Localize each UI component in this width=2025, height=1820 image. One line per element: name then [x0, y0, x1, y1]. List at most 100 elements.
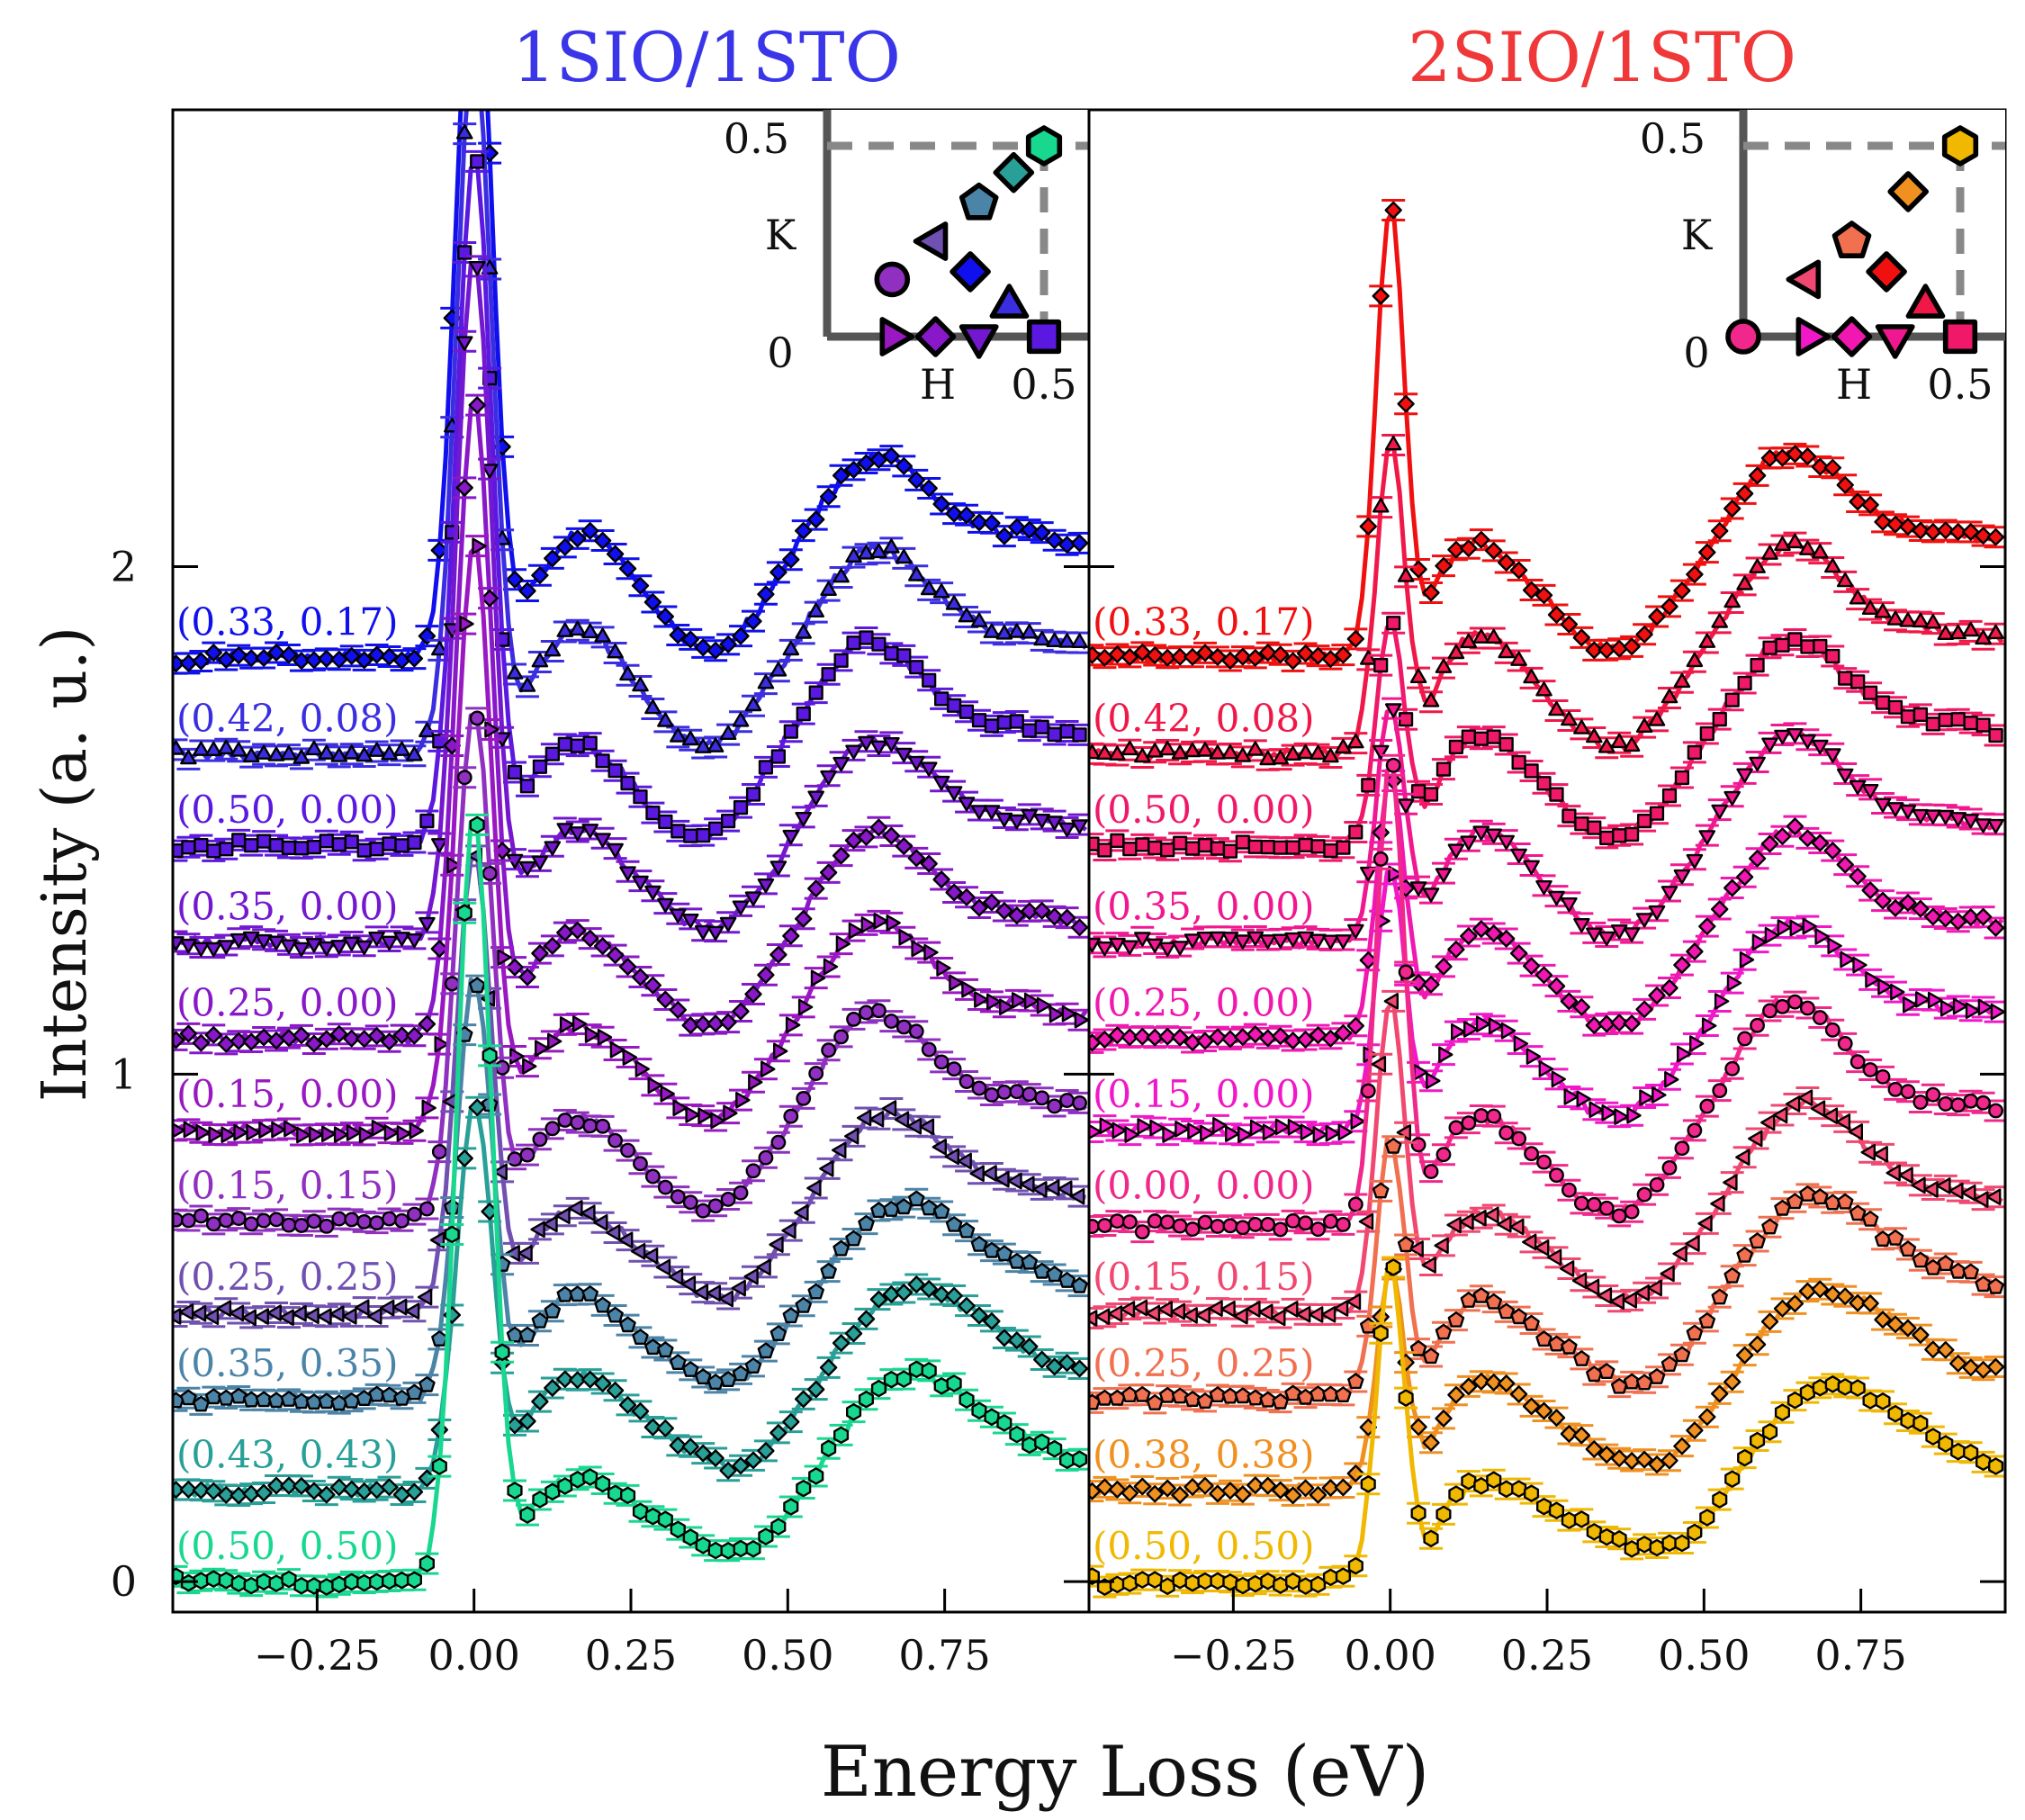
data-point — [832, 466, 850, 484]
data-point — [1385, 757, 1401, 773]
data-point — [783, 1108, 799, 1124]
data-point — [1875, 1068, 1891, 1085]
data-point — [606, 1224, 621, 1241]
data-point — [745, 787, 761, 802]
inset-point — [989, 284, 1030, 319]
data-point — [1849, 868, 1867, 886]
data-point — [556, 1370, 574, 1388]
data-point — [1511, 1480, 1527, 1498]
data-point — [1962, 1263, 1979, 1280]
data-point — [1397, 395, 1415, 413]
data-point — [1187, 1122, 1202, 1140]
data-point — [1861, 599, 1879, 615]
data-point — [1648, 1368, 1666, 1384]
data-point — [1576, 1090, 1591, 1108]
data-point — [1058, 822, 1076, 838]
data-point — [456, 770, 472, 786]
data-point — [758, 1527, 774, 1545]
data-point — [1171, 1486, 1189, 1504]
data-point — [1447, 941, 1465, 959]
data-point — [293, 841, 310, 856]
data-point — [1523, 668, 1540, 684]
data-point — [1096, 942, 1113, 957]
data-point — [694, 1444, 712, 1463]
data-point — [783, 724, 798, 739]
data-point — [1070, 534, 1089, 553]
data-point — [1661, 1159, 1678, 1176]
data-point — [1673, 581, 1691, 599]
data-point — [318, 650, 336, 668]
data-point — [522, 1058, 537, 1075]
data-point — [1573, 1350, 1590, 1366]
data-point — [229, 1304, 245, 1322]
data-point — [1852, 956, 1868, 974]
data-point — [1863, 685, 1878, 700]
data-point — [1687, 1523, 1703, 1542]
data-point — [1712, 1083, 1728, 1099]
data-point — [1509, 1218, 1525, 1236]
data-point — [1950, 1443, 1966, 1461]
data-point — [1748, 466, 1767, 485]
data-point — [1195, 1307, 1210, 1324]
data-point — [1359, 951, 1377, 969]
data-point — [1171, 1028, 1189, 1047]
data-point — [1649, 1538, 1665, 1557]
data-point — [1900, 709, 1915, 725]
data-point — [1058, 1354, 1076, 1372]
data-point — [1938, 712, 1953, 727]
data-point — [1611, 1530, 1627, 1548]
data-point — [1812, 1379, 1828, 1397]
data-point — [1938, 1435, 1954, 1453]
data-point — [1209, 1386, 1227, 1402]
data-point — [1322, 1568, 1338, 1587]
data-point — [1912, 612, 1930, 628]
data-point — [1447, 843, 1465, 859]
data-point — [1422, 976, 1440, 994]
data-point — [1824, 1022, 1840, 1038]
plot-area — [1089, 198, 2005, 1599]
data-point — [909, 660, 924, 675]
data-point — [694, 1368, 712, 1385]
series — [1089, 989, 2005, 1330]
data-point — [532, 1491, 548, 1509]
data-point — [1710, 1195, 1725, 1212]
data-point — [1498, 643, 1515, 659]
data-point — [1513, 1035, 1529, 1052]
data-point — [431, 1457, 447, 1475]
data-point — [519, 1147, 536, 1163]
data-point — [757, 1342, 775, 1359]
data-point — [1714, 993, 1730, 1010]
data-point — [1120, 1484, 1138, 1502]
data-point — [1836, 476, 1854, 494]
data-point — [1724, 790, 1741, 806]
data-point — [606, 545, 625, 563]
data-point — [1184, 742, 1202, 758]
data-point — [1912, 707, 1928, 722]
data-point — [1574, 816, 1589, 832]
hk-inset — [1725, 110, 2005, 359]
data-point — [531, 1312, 549, 1329]
data-point — [1586, 727, 1603, 743]
data-point — [643, 1247, 659, 1265]
data-point — [1472, 1210, 1487, 1227]
data-point — [1749, 756, 1766, 772]
data-point — [1171, 744, 1189, 760]
data-point — [1549, 787, 1564, 802]
data-point — [193, 741, 210, 756]
data-point — [1158, 1027, 1176, 1046]
data-point — [1335, 738, 1352, 754]
data-point — [304, 1307, 320, 1325]
data-point — [1522, 581, 1541, 599]
data-point — [1886, 1230, 1904, 1246]
data-point — [706, 1284, 721, 1302]
data-point — [582, 1118, 598, 1134]
data-point — [1962, 908, 1980, 926]
data-point — [1058, 908, 1076, 927]
data-point — [292, 1305, 307, 1322]
data-point — [531, 566, 549, 584]
data-point — [1410, 1504, 1426, 1522]
data-point — [1824, 557, 1841, 573]
data-point — [720, 1192, 736, 1207]
data-point — [1072, 1095, 1087, 1111]
data-point — [1423, 1164, 1439, 1179]
